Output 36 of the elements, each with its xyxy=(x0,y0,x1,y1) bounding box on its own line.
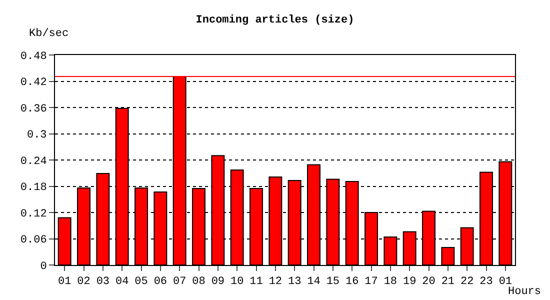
x-axis-title: Hours xyxy=(508,286,542,298)
x-tick-label: 20 xyxy=(422,276,436,288)
y-tick-label: 0.18 xyxy=(20,182,47,194)
x-tick-label: 02 xyxy=(77,276,90,288)
y-tick-label: 0.42 xyxy=(20,77,47,90)
x-tick-label: 12 xyxy=(268,276,282,288)
y-tick-label: 0.3 xyxy=(26,130,47,142)
y-axis-title: Kb/sec xyxy=(29,28,69,40)
x-tick-label: 04 xyxy=(115,276,130,288)
x-tick-label: 17 xyxy=(364,276,378,288)
x-tick-label: 09 xyxy=(211,276,225,288)
x-tick-label: 21 xyxy=(441,276,455,288)
x-tick-label: 14 xyxy=(307,276,321,288)
x-tick-label: 19 xyxy=(402,276,416,288)
y-tick-label: 0.48 xyxy=(20,50,47,63)
y-tick-label: 0 xyxy=(40,260,47,273)
x-tick-label: 11 xyxy=(250,276,264,288)
x-tick-label: 16 xyxy=(345,276,359,288)
chart-title: Incoming articles (size) xyxy=(196,14,354,27)
x-tick-label: 07 xyxy=(172,276,186,288)
x-tick-label: 05 xyxy=(134,276,148,288)
y-tick-label: 0.24 xyxy=(20,156,48,168)
x-tick-label: 15 xyxy=(326,276,340,288)
x-tick-label: 18 xyxy=(384,276,398,288)
x-tick-label: 13 xyxy=(288,276,302,288)
x-tick-label: 01 xyxy=(498,276,512,288)
x-tick-label: 06 xyxy=(154,276,168,288)
y-tick-label: 0.36 xyxy=(20,103,47,116)
x-tick-label: 22 xyxy=(460,276,474,288)
x-tick-label: 08 xyxy=(192,276,206,288)
x-tick-label: 23 xyxy=(480,276,493,288)
y-tick-label: 0.06 xyxy=(20,234,47,247)
x-tick-label: 03 xyxy=(96,276,110,288)
x-tick-label: 10 xyxy=(230,276,244,288)
x-tick-label: 01 xyxy=(58,276,72,288)
y-tick-label: 0.12 xyxy=(20,208,47,220)
